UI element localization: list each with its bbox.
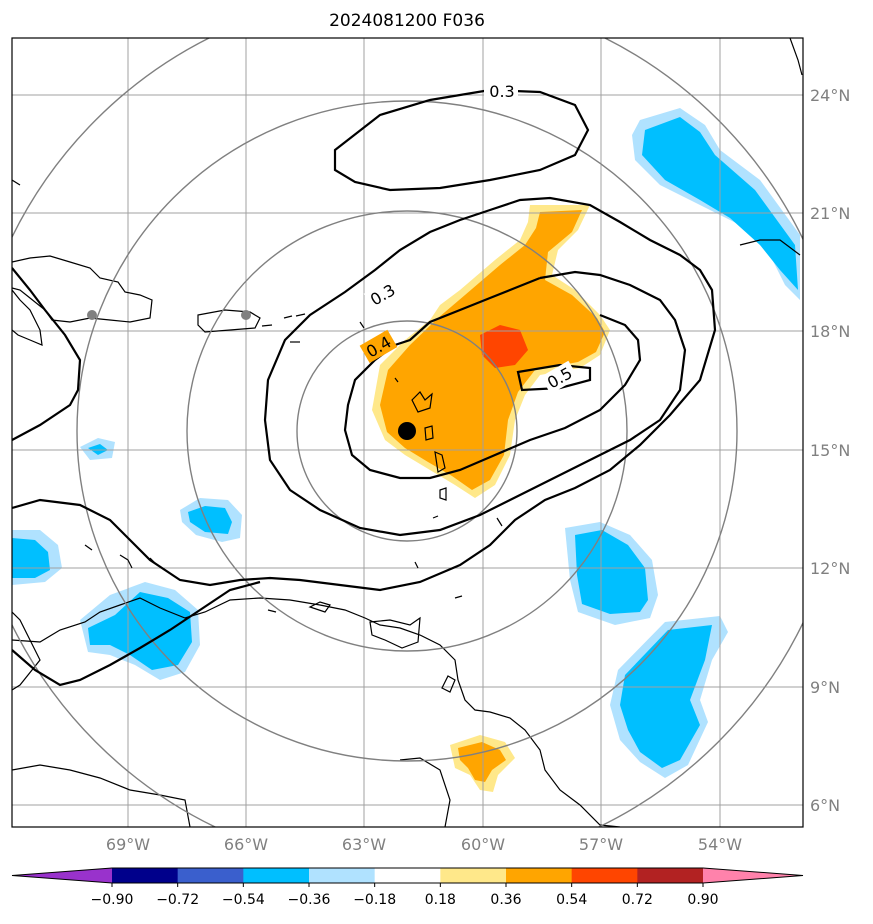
colorbar-segment [112, 868, 179, 883]
colorbar-segment [309, 868, 376, 883]
colorbar-segment [637, 868, 704, 883]
colorbar-segment [571, 868, 638, 883]
lon-tick-label: 66°W [224, 835, 268, 854]
lat-tick-label: 12°N [810, 559, 850, 578]
colorbar-tick-label: 0.54 [556, 892, 587, 908]
lat-tick-label: 15°N [810, 441, 850, 460]
lat-tick-label: 6°N [810, 796, 840, 815]
colorbar-segment [374, 868, 441, 883]
lon-tick-label: 63°W [342, 835, 386, 854]
colorbar: −0.90 −0.72 −0.54 −0.36 −0.18 0.18 0.36 0.54 0.7… [11, 867, 804, 908]
colorbar-tick-label: 0.90 [687, 892, 718, 908]
lon-tick-label: 60°W [461, 835, 505, 854]
colorbar-segment [506, 868, 573, 883]
plot-area: 0.3 0.3 0.4 0.5 [12, 38, 803, 827]
lat-tick-label: 24°N [810, 86, 850, 105]
colorbar-extend-high [703, 868, 803, 883]
colorbar-extend-low [12, 868, 112, 883]
range-rings [12, 38, 803, 827]
colorbar-segment [440, 868, 507, 883]
contour-lines [12, 88, 717, 687]
latitude-labels: 24°N 21°N 18°N 15°N 12°N 9°N 6°N [810, 86, 850, 815]
contour-label: 0.3 [489, 82, 514, 101]
colorbar-tick-label: −0.54 [222, 892, 265, 908]
gray-dot-icon [87, 310, 97, 320]
lat-tick-label: 18°N [810, 322, 850, 341]
colorbar-tick-label: −0.72 [156, 892, 199, 908]
colorbar-tick-label: 0.18 [425, 892, 456, 908]
colorbar-tick-label: −0.90 [91, 892, 134, 908]
colorbar-tick-label: −0.36 [288, 892, 331, 908]
lon-tick-label: 57°W [579, 835, 623, 854]
colorbar-segment [243, 868, 310, 883]
black-dot-icon [398, 422, 416, 440]
lon-tick-label: 54°W [698, 835, 742, 854]
gray-dot-icon [241, 310, 251, 320]
lat-tick-label: 21°N [810, 204, 850, 223]
figure-title: 2024081200 F036 [329, 11, 485, 31]
graticule [12, 38, 803, 827]
colorbar-tick-label: 0.72 [622, 892, 653, 908]
colorbar-tick-label: 0.36 [490, 892, 521, 908]
colorbar-tick-label: −0.18 [353, 892, 396, 908]
plot-frame [11, 37, 804, 828]
colorbar-segment [177, 868, 244, 883]
longitude-labels: 69°W 66°W 63°W 60°W 57°W 54°W [106, 835, 742, 854]
lat-tick-label: 9°N [810, 678, 840, 697]
lon-tick-label: 69°W [106, 835, 150, 854]
